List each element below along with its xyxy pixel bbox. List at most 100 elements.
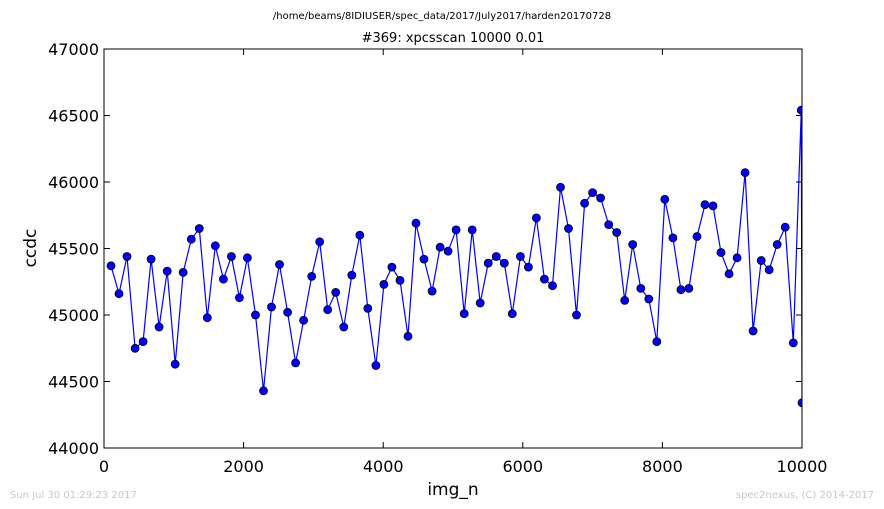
data-point <box>186 234 196 244</box>
data-point <box>668 233 678 243</box>
x-tick-label: 0 <box>99 457 109 476</box>
data-point <box>491 252 501 261</box>
series-line <box>110 110 802 403</box>
y-tick-label: 44000 <box>48 439 99 458</box>
data-point <box>259 386 268 396</box>
data-point <box>178 267 188 277</box>
data-point <box>756 256 766 265</box>
data-point <box>170 359 180 369</box>
data-point <box>443 246 453 256</box>
data-point <box>331 287 341 297</box>
data-point <box>146 254 156 264</box>
data-point <box>660 194 670 204</box>
data-point <box>716 248 726 257</box>
data-point <box>797 398 802 408</box>
data-point <box>363 303 373 313</box>
data-point <box>162 266 172 276</box>
x-tick-label: 4000 <box>363 457 404 476</box>
data-point <box>307 271 317 281</box>
data-point <box>242 253 252 263</box>
data-point <box>226 252 236 261</box>
data-point <box>499 258 509 268</box>
data-point <box>708 201 718 211</box>
data-point <box>572 310 581 320</box>
data-point <box>684 283 694 293</box>
data-point <box>339 322 349 332</box>
data-point <box>234 293 244 303</box>
data-point <box>379 279 389 289</box>
data-point <box>788 338 798 348</box>
data-point <box>652 337 662 347</box>
data-point <box>355 230 365 240</box>
data-point <box>636 283 646 293</box>
y-tick-label: 46500 <box>48 107 99 126</box>
y-tick-label: 44500 <box>48 373 99 392</box>
y-axis-label: ccdc <box>21 229 41 268</box>
data-point <box>218 274 228 284</box>
data-point <box>419 254 429 264</box>
plot-area <box>106 105 802 408</box>
data-point <box>210 241 220 251</box>
axes-frame <box>103 48 803 449</box>
data-point <box>251 310 260 320</box>
data-point <box>194 224 204 233</box>
x-tick-label: 2000 <box>223 457 264 476</box>
data-point <box>427 286 437 296</box>
y-tick-label: 46000 <box>48 173 99 192</box>
data-point <box>106 261 116 271</box>
data-point <box>459 309 469 319</box>
data-point <box>620 295 630 305</box>
data-point <box>644 294 654 304</box>
data-point <box>154 322 164 332</box>
data-point <box>411 218 421 228</box>
data-point <box>138 337 148 347</box>
data-point <box>748 326 758 336</box>
data-point <box>114 289 124 299</box>
data-point <box>291 358 301 368</box>
footer-timestamp: Sun Jul 30 01:29:23 2017 <box>10 490 137 501</box>
data-point <box>556 182 565 192</box>
chart-title: #369: xpcsscan 10000 0.01 <box>362 31 545 46</box>
data-point <box>540 274 549 284</box>
data-point <box>202 313 212 323</box>
data-point <box>483 258 493 268</box>
data-point <box>740 168 750 178</box>
data-point <box>772 240 782 249</box>
axis-ticks: 0 2000 4000 6000 8000 10000 44000 44500 45000 455… <box>48 40 827 476</box>
footer-credit: spec2nexus, (C) 2014-2017 <box>736 490 874 501</box>
data-point <box>732 253 742 263</box>
data-point <box>588 188 597 198</box>
data-point <box>315 237 325 247</box>
data-point <box>275 260 284 269</box>
data-point <box>475 298 485 308</box>
y-tick-label: 45500 <box>48 240 99 259</box>
data-point <box>580 198 589 208</box>
data-point <box>612 228 622 237</box>
data-point <box>395 275 405 285</box>
data-point <box>435 242 445 252</box>
data-point <box>283 307 293 317</box>
data-point <box>451 225 461 235</box>
data-point <box>596 193 605 203</box>
data-point <box>692 232 702 241</box>
x-tick-label: 8000 <box>642 457 683 476</box>
data-point <box>507 309 517 319</box>
data-point <box>299 315 309 325</box>
x-tick-label: 6000 <box>502 457 543 476</box>
data-point <box>467 225 477 235</box>
data-point <box>130 343 140 353</box>
data-point <box>403 331 413 341</box>
data-point <box>604 220 614 230</box>
y-tick-label: 47000 <box>48 40 99 59</box>
data-point <box>532 213 541 223</box>
data-point <box>323 305 333 315</box>
data-point <box>724 269 734 279</box>
data-point <box>516 252 525 261</box>
data-point <box>780 222 790 232</box>
y-tick-label: 45000 <box>48 306 99 325</box>
data-point <box>764 265 774 275</box>
data-point <box>387 262 397 272</box>
data-point <box>628 240 638 249</box>
x-axis-label: img_n <box>427 480 478 500</box>
data-point <box>122 252 132 261</box>
